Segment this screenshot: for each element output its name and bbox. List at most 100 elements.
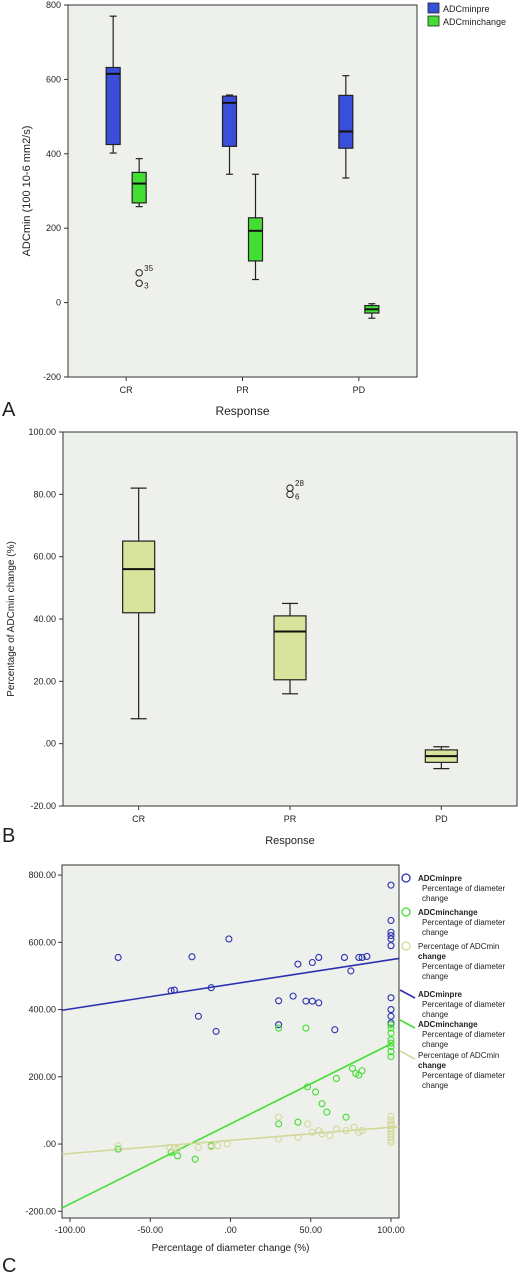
- legend-swatch: [427, 2, 440, 14]
- outlier-label: 3: [144, 281, 149, 290]
- legend-subtitle-cont: change: [422, 1081, 449, 1090]
- y-axis-label: ADCmin (100 10-6 mm2/s): [21, 126, 33, 257]
- scatter-point: [225, 935, 233, 943]
- fit-line: [61, 957, 400, 1012]
- scatter-point: [332, 1125, 340, 1133]
- scatter-point: [170, 1144, 178, 1152]
- legend-marker: [401, 873, 411, 883]
- panel-b-box-plot: -20.00 .00 20.00 40.00 60.00 80.00 100.00 CR PR P…: [2, 427, 518, 847]
- scatter-point: [315, 999, 323, 1007]
- scatter-point: [387, 1053, 395, 1061]
- outlier-label: 6: [295, 492, 300, 501]
- legend-line: [399, 989, 416, 999]
- legend-title: ADCminchange: [418, 1020, 478, 1029]
- y-tick-label: 200.00: [28, 1072, 56, 1082]
- outlier-point: [135, 269, 143, 277]
- legend-subtitle: Percentage of diameter: [422, 918, 505, 927]
- scatter-point: [303, 1120, 312, 1128]
- scatter-point: [332, 1074, 340, 1083]
- x-tick-label: .00: [224, 1225, 237, 1235]
- scatter-point: [212, 1027, 220, 1035]
- box-adcminpre-pd: [338, 75, 354, 179]
- scatter-point: [275, 997, 283, 1005]
- box-adcminchange-pr: [247, 173, 264, 281]
- outlier-point: [286, 490, 294, 499]
- y-tick-label: 800.00: [28, 870, 56, 880]
- panel-label: A: [2, 399, 16, 421]
- scatter-point: [275, 1024, 283, 1032]
- legend-subtitle-cont: change: [422, 894, 449, 903]
- scatter-point: [387, 1048, 395, 1056]
- scatter-point: [350, 1123, 358, 1131]
- legend-marker: [401, 941, 411, 951]
- scatter-point: [275, 1021, 283, 1029]
- plot-area: [61, 864, 400, 1219]
- scatter-point: [387, 916, 395, 925]
- legend-title: change: [418, 952, 447, 961]
- y-tick-label: 60.00: [33, 552, 56, 562]
- legend-label: ADCminpre: [443, 4, 490, 14]
- box-iqr: [105, 66, 121, 146]
- legend-subtitle: Percentage of diameter: [422, 1030, 505, 1039]
- scatter-point: [387, 1116, 395, 1125]
- y-tick-label: 400: [46, 149, 61, 159]
- scatter-point: [342, 1113, 350, 1121]
- panel-label: B: [2, 825, 15, 847]
- scatter-point: [318, 1100, 326, 1108]
- scatter-point: [194, 1012, 202, 1020]
- scatter-point: [303, 1083, 312, 1091]
- x-tick-label: 100.00: [377, 1225, 405, 1235]
- scatter-point: [387, 1021, 395, 1029]
- y-tick-label: 200: [46, 223, 61, 233]
- y-tick-label: -20.00: [30, 801, 56, 811]
- scatter-point: [348, 1064, 357, 1072]
- scatter-point: [207, 984, 215, 992]
- y-tick-label: 400.00: [28, 1005, 56, 1015]
- fit-line: [61, 1043, 392, 1209]
- x-tick-label: CR: [132, 814, 145, 824]
- x-axis-label: Percentage of diameter change (%): [152, 1243, 310, 1254]
- scatter-point: [308, 1128, 316, 1136]
- scatter-point: [326, 1132, 334, 1140]
- scatter-point: [294, 1118, 302, 1126]
- y-tick-label: -200.00: [25, 1206, 56, 1216]
- legend-subtitle-cont: change: [422, 1010, 449, 1019]
- scatter-point: [331, 1026, 339, 1034]
- x-axis-label: Response: [265, 835, 315, 847]
- box-adcminchange-cr: [131, 158, 147, 208]
- box-pd: [424, 746, 458, 770]
- scatter-point: [114, 1145, 122, 1153]
- legend-title: change: [418, 1061, 447, 1070]
- scatter-point: [387, 928, 395, 936]
- y-tick-label: 800: [46, 0, 61, 10]
- panel-c-scatter-plot: -200.00 .00 200.00 400.00 600.00 800.00 -100.0…: [2, 864, 505, 1277]
- legend-line: [399, 1019, 416, 1029]
- legend-subtitle: Percentage of diameter: [422, 1071, 505, 1080]
- scatter-point: [387, 942, 395, 950]
- x-tick-label: PR: [284, 814, 297, 824]
- scatter-point: [214, 1142, 222, 1150]
- scatter-point: [347, 967, 355, 975]
- x-axis-label: Response: [215, 404, 269, 418]
- x-tick-label: 50.00: [299, 1225, 322, 1235]
- scatter-point: [191, 1155, 199, 1163]
- scatter-point: [387, 881, 395, 889]
- legend-subtitle: Percentage of diameter: [422, 884, 505, 893]
- scatter-point: [355, 953, 363, 962]
- x-tick-label: PR: [236, 385, 249, 395]
- legend-subtitle-cont: change: [422, 1040, 449, 1049]
- plot-contents: [61, 881, 400, 1209]
- y-tick-label: 600.00: [28, 937, 56, 947]
- scatter-point: [114, 1142, 122, 1150]
- scatter-point: [165, 1143, 174, 1151]
- scatter-point: [188, 953, 196, 961]
- x-tick-label: -50.00: [137, 1225, 163, 1235]
- outlier-point: [135, 279, 143, 287]
- legend-line: [399, 1050, 416, 1060]
- y-tick-label: .00: [43, 1139, 56, 1149]
- x-tick-label: PD: [435, 814, 448, 824]
- scatter-point: [387, 1042, 395, 1051]
- scatter-point: [207, 1143, 215, 1151]
- scatter-point: [302, 1024, 310, 1032]
